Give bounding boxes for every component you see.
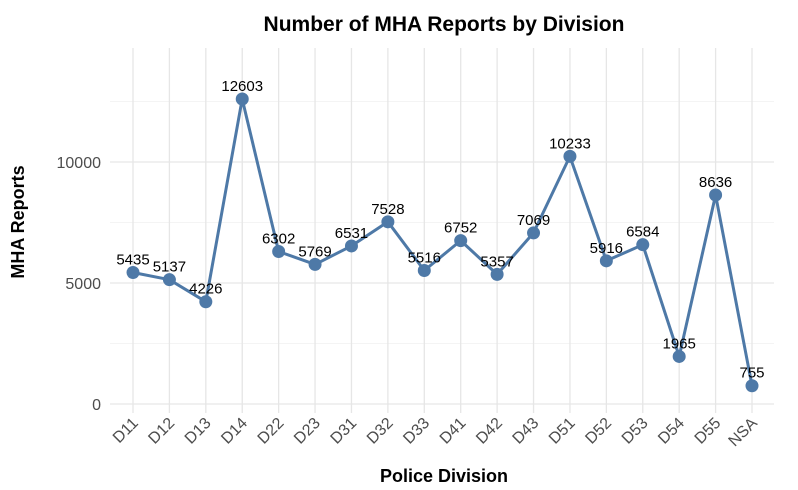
x-axis-ticks: D11 D12 D13 D14 D22 D23 D31 D32 D33 D41 D42 D43 D51 D… — [110, 415, 761, 451]
data-point — [381, 215, 395, 229]
x-tick-label: D51 — [546, 415, 579, 448]
x-tick-label: D23 — [291, 415, 324, 448]
data-label: 12603 — [221, 78, 263, 95]
data-label: 5435 — [116, 251, 149, 268]
data-label: 10233 — [549, 135, 591, 152]
y-axis-title: MHA Reports — [8, 165, 28, 278]
y-tick-label: 0 — [92, 397, 101, 414]
data-point — [563, 149, 577, 163]
data-point — [272, 244, 286, 258]
data-point — [527, 226, 541, 240]
data-label: 7528 — [371, 201, 404, 218]
data-label: 5357 — [480, 253, 513, 270]
data-point — [599, 254, 613, 268]
data-point — [636, 238, 650, 252]
x-tick-label: D41 — [437, 415, 470, 448]
data-point — [235, 92, 249, 106]
data-point — [126, 265, 140, 279]
data-points — [126, 92, 759, 393]
data-point — [417, 264, 431, 278]
data-label: 5769 — [298, 243, 331, 260]
data-label: 7069 — [517, 212, 550, 229]
data-point — [672, 349, 686, 363]
y-axis-ticks: 0 5000 10000 — [57, 155, 102, 414]
data-point — [162, 273, 176, 287]
data-point — [308, 257, 322, 271]
data-point — [454, 234, 468, 248]
data-label: 5516 — [408, 250, 441, 267]
y-tick-label: 10000 — [57, 155, 102, 172]
data-point — [745, 379, 759, 393]
data-label: 8636 — [699, 174, 732, 191]
x-tick-label: D14 — [218, 415, 251, 448]
series-line — [132, 97, 754, 386]
data-label: 6302 — [262, 230, 295, 247]
x-tick-label: D11 — [110, 415, 142, 447]
data-label: 6584 — [626, 224, 659, 241]
x-tick-label: D55 — [692, 415, 725, 448]
x-tick-label: D52 — [582, 415, 615, 448]
chart-title: Number of MHA Reports by Division — [264, 13, 625, 36]
x-tick-label: D32 — [364, 415, 397, 448]
x-tick-label: NSA — [726, 415, 762, 451]
x-tick-label: D54 — [655, 415, 688, 448]
data-point — [344, 239, 358, 253]
x-tick-label: D43 — [510, 415, 543, 448]
x-tick-label: D22 — [255, 415, 288, 448]
data-label: 1965 — [662, 335, 695, 352]
x-axis-title: Police Division — [380, 466, 508, 486]
x-tick-label: D12 — [145, 415, 178, 448]
data-label: 6531 — [335, 225, 368, 242]
data-point — [490, 267, 504, 281]
x-tick-label: D42 — [473, 415, 506, 448]
y-tick-label: 5000 — [65, 276, 101, 293]
data-label: 755 — [739, 365, 764, 382]
x-tick-label: D13 — [182, 415, 215, 448]
x-tick-label: D31 — [328, 415, 361, 448]
data-label: 4226 — [189, 281, 222, 298]
data-point — [199, 295, 213, 309]
data-label: 6752 — [444, 220, 477, 237]
x-tick-label: D53 — [619, 415, 652, 448]
x-tick-label: D33 — [400, 415, 433, 448]
data-label: 5916 — [590, 240, 623, 257]
data-point — [709, 188, 723, 202]
data-label: 5137 — [153, 259, 186, 276]
